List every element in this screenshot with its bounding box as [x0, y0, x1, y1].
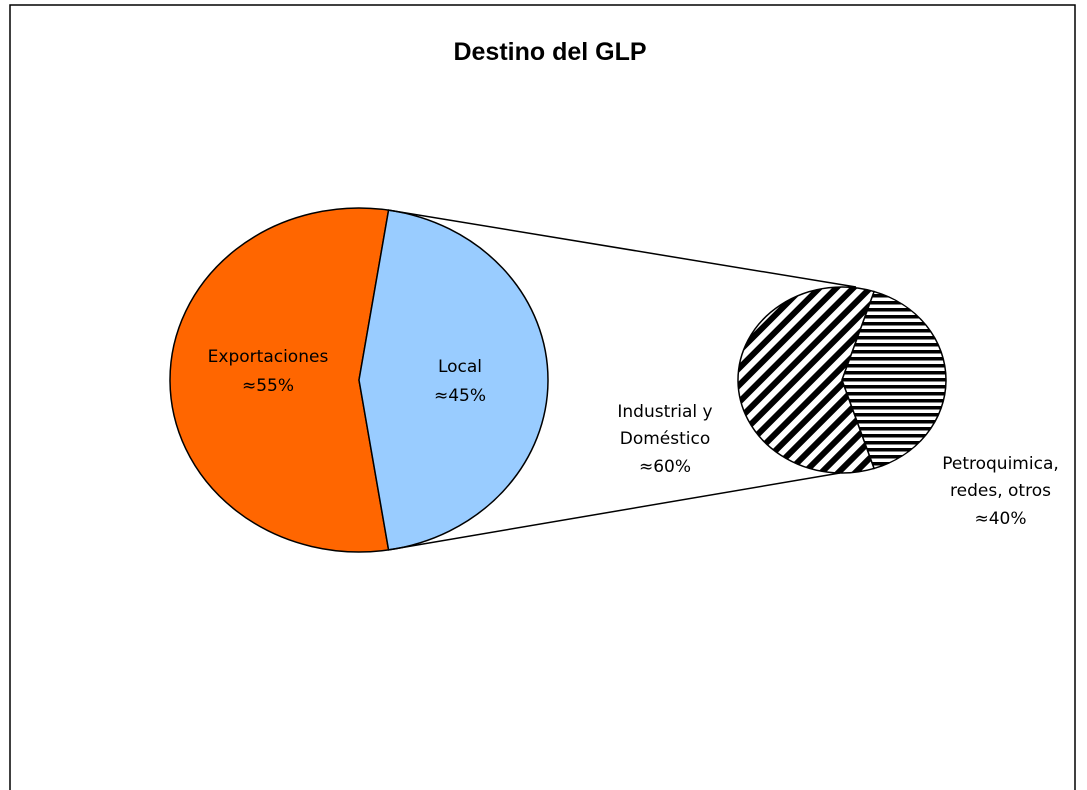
value-label: ≈45%	[433, 386, 487, 406]
chart-title: Destino del GLP	[453, 38, 647, 66]
connector	[388, 472, 841, 551]
value-label: ≈60%	[638, 457, 692, 477]
pie-slice	[169, 207, 390, 553]
value-label: ≈55%	[241, 376, 295, 396]
slice-label: Industrial y Doméstico	[617, 402, 713, 449]
slice-label: Petroquimica, redes, otros	[942, 454, 1059, 501]
pie-slice	[841, 290, 947, 470]
slice-label: Exportaciones	[207, 347, 329, 367]
pie-slice	[737, 286, 876, 474]
slice-label: Local	[437, 357, 483, 377]
value-label: ≈40%	[974, 509, 1027, 529]
pie-slice	[358, 209, 549, 551]
connector	[388, 209, 857, 288]
frame	[9, 4, 1076, 790]
